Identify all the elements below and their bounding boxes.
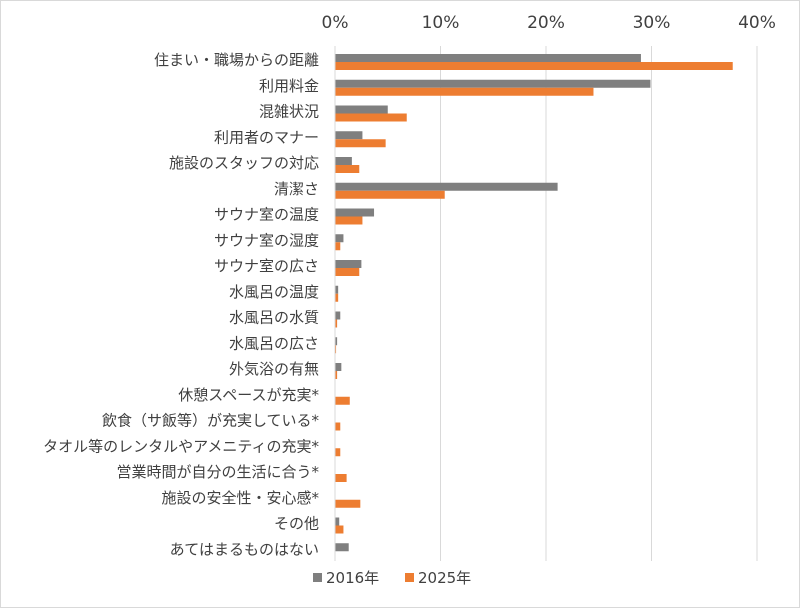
category-label: サウナ室の広さ <box>214 257 319 275</box>
bar-2016 <box>335 208 375 217</box>
bar-2025 <box>335 165 360 173</box>
bar-2025 <box>335 319 338 328</box>
category-label: 施設の安全性・安心感* <box>161 489 319 507</box>
bar-2025 <box>335 499 361 508</box>
legend-label: 2016年 <box>326 569 379 587</box>
category-label: あてはまるものはない <box>170 540 319 558</box>
bar-2025 <box>335 396 350 405</box>
category-label: 外気浴の有無 <box>229 360 319 378</box>
category-label: 利用者のマナー <box>214 128 319 146</box>
bar-2025 <box>335 87 594 96</box>
bar-2025 <box>335 448 341 457</box>
category-label: タオル等のレンタルやアメニティの充実* <box>43 437 319 455</box>
x-tick-label: 40% <box>738 13 776 33</box>
category-label: 水風呂の温度 <box>229 283 319 301</box>
legend-swatch <box>313 573 322 582</box>
legend-swatch <box>405 573 414 582</box>
bar-2016 <box>335 54 641 62</box>
bar-2025 <box>335 293 339 302</box>
x-tick-label: 10% <box>422 13 460 33</box>
bar-2016 <box>335 260 362 268</box>
category-label: 水風呂の広さ <box>229 334 319 352</box>
category-label: サウナ室の湿度 <box>214 231 319 249</box>
bar-2016 <box>335 182 558 191</box>
bar-2025 <box>335 474 347 482</box>
bar-2025 <box>335 371 338 379</box>
category-label: 水風呂の水質 <box>229 309 319 327</box>
bar-2016 <box>335 363 342 371</box>
bar-2016 <box>335 543 349 552</box>
bar-2025 <box>335 190 445 199</box>
bar-2025 <box>335 422 341 431</box>
bar-2025 <box>335 62 733 70</box>
category-label: 休憩スペースが充実* <box>178 386 319 404</box>
category-label: 施設のスタッフの対応 <box>169 154 319 172</box>
legend-label: 2025年 <box>418 569 471 587</box>
bar-2016 <box>335 157 352 165</box>
bar-2016 <box>335 234 344 243</box>
category-label: 営業時間が自分の生活に合う* <box>116 463 319 481</box>
bar-2025 <box>335 139 386 148</box>
bar-2025 <box>335 345 337 354</box>
bar-2025 <box>335 113 407 122</box>
category-label: 清潔さ <box>274 180 319 198</box>
category-label: サウナ室の温度 <box>214 206 319 224</box>
bar-2016 <box>335 337 338 346</box>
x-tick-label: 0% <box>322 13 349 33</box>
bar-2025 <box>335 242 341 251</box>
bar-2016 <box>335 517 340 526</box>
category-label: 住まい・職場からの距離 <box>154 51 319 69</box>
bar-2016 <box>335 285 339 294</box>
x-tick-label: 20% <box>527 13 565 33</box>
category-label: その他 <box>274 515 319 533</box>
bar-2016 <box>335 311 341 320</box>
bar-2025 <box>335 268 360 276</box>
bar-2016 <box>335 79 651 88</box>
bar-2016 <box>335 131 363 140</box>
bar-2025 <box>335 525 344 534</box>
category-label: 利用料金 <box>259 77 319 95</box>
x-tick-label: 30% <box>633 13 671 33</box>
category-label: 飲食（サ飯等）が充実している* <box>102 412 320 430</box>
category-label: 混雑状況 <box>259 103 319 121</box>
bar-2025 <box>335 216 363 225</box>
bar-2016 <box>335 105 388 114</box>
